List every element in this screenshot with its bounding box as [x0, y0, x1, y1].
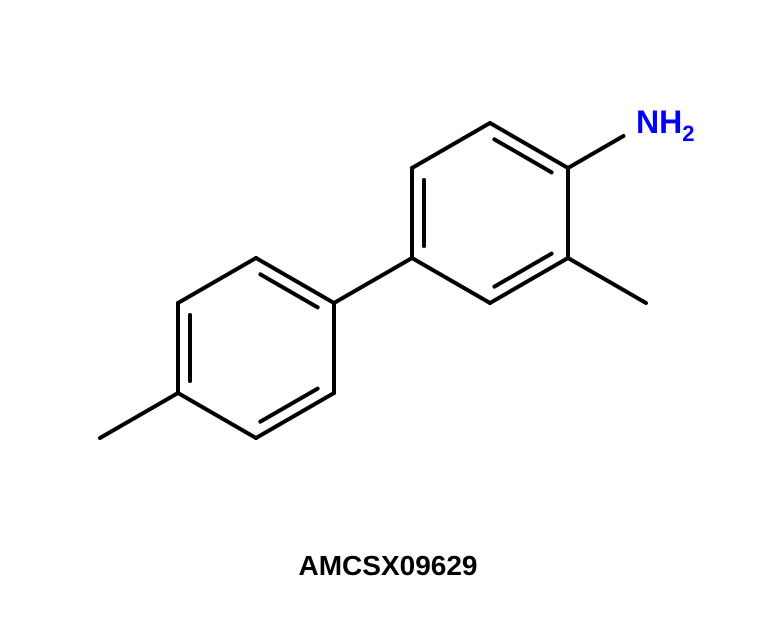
bond [568, 258, 646, 303]
bond [568, 136, 623, 168]
bond [334, 258, 412, 303]
caption: AMCSX09629 [299, 550, 478, 581]
bond [178, 393, 256, 438]
molecule-diagram: NH2 AMCSX09629 [0, 0, 776, 630]
bond [178, 258, 256, 303]
bond [412, 123, 490, 168]
bond [412, 258, 490, 303]
bond [100, 393, 178, 438]
atom-label-nh2: NH2 [636, 104, 694, 146]
